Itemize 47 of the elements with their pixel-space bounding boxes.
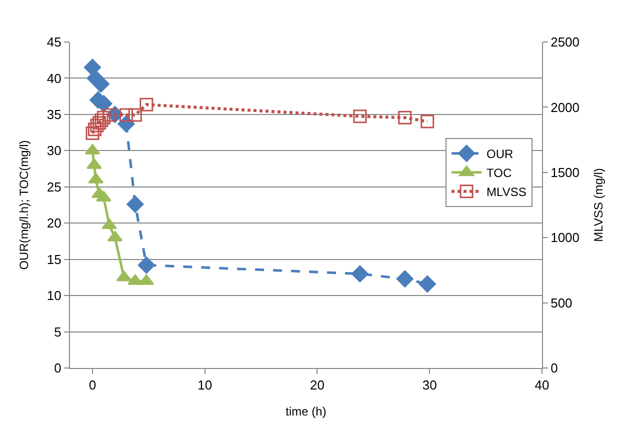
y2-tick-label: 1500 <box>550 164 580 180</box>
point <box>86 126 100 140</box>
point <box>128 274 143 285</box>
y-tick-label: 35 <box>46 106 62 122</box>
y2-tick-label: 1000 <box>550 230 580 246</box>
x-axis-title: time (h) <box>286 404 326 418</box>
x-tick-label: 40 <box>534 378 550 393</box>
legend-label: TOC <box>486 166 512 180</box>
y-tick-label: 25 <box>46 179 62 194</box>
legend-label: OUR <box>486 147 514 162</box>
point <box>351 265 368 282</box>
y2-tick-label: 0 <box>550 360 558 376</box>
x-tick-label: 30 <box>422 378 437 393</box>
point <box>418 275 436 293</box>
point <box>396 270 414 288</box>
y-tick-label: 30 <box>46 143 62 158</box>
point <box>353 110 367 124</box>
point <box>92 75 110 93</box>
legend-label: MLVSS <box>486 185 526 200</box>
y-tick-label: 15 <box>46 252 62 267</box>
point <box>90 118 104 132</box>
y2-tick-label: 2000 <box>550 100 580 115</box>
point <box>420 114 434 128</box>
y-axis-title: OUR(mg/l.h); TOC(mg/l) <box>17 140 32 270</box>
point <box>94 113 108 127</box>
y-tick-label: 20 <box>46 216 62 231</box>
y-tick-label: 40 <box>46 70 62 86</box>
y2-tick-label: 500 <box>550 295 572 310</box>
x-tick-label: 20 <box>310 378 324 393</box>
y2-tick-label: 2500 <box>550 34 580 50</box>
y-tick-label: 0 <box>54 360 62 376</box>
point <box>398 110 412 124</box>
y-tick-label: 5 <box>54 324 62 340</box>
point <box>92 116 106 130</box>
point <box>140 98 154 112</box>
point <box>126 196 144 213</box>
point <box>128 108 142 122</box>
point <box>138 256 155 274</box>
x-tick-label: 10 <box>198 378 212 393</box>
point <box>119 108 133 122</box>
y-tick-label: 45 <box>46 34 62 50</box>
x-tick-label: 0 <box>88 378 96 393</box>
y-tick-label: 10 <box>46 288 62 304</box>
point <box>88 122 102 136</box>
y2-axis-title: MLVSS (mg/l) <box>591 168 606 242</box>
point <box>96 191 112 202</box>
point <box>96 110 110 124</box>
